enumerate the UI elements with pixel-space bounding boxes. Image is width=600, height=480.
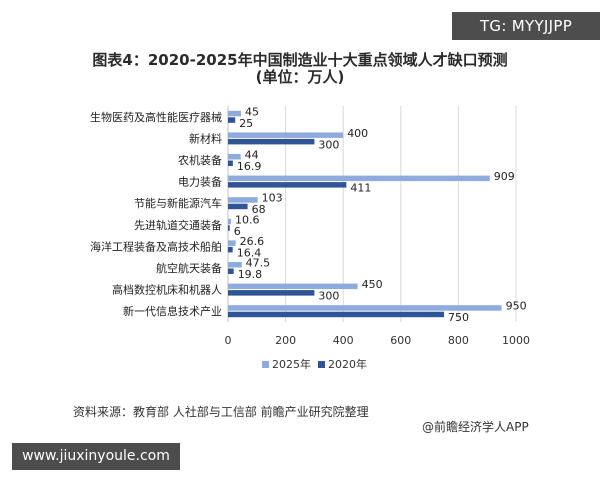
bar-2025: [228, 283, 358, 290]
bar-2020: [228, 268, 234, 274]
bar-2020: [228, 225, 230, 231]
chart-subtitle: (单位：万人): [255, 68, 345, 86]
legend-label-2025: 2025年: [272, 357, 311, 371]
data-label-2025: 26.6: [240, 235, 265, 248]
bar-2020: [228, 290, 315, 296]
x-tick-label: 0: [225, 334, 232, 347]
bar-2025: [228, 154, 241, 160]
category-label: 新一代信息技术产业: [123, 304, 222, 318]
data-label-2020: 16.9: [237, 160, 261, 173]
category-label: 生物医药及高性能医疗器械: [90, 110, 222, 124]
bar-2020: [228, 138, 315, 145]
legend-swatch-2025: [262, 361, 269, 368]
category-label: 电力装备: [178, 175, 222, 189]
category-label: 节能与新能源汽车: [134, 196, 222, 210]
x-tick-label: 200: [275, 334, 296, 347]
data-label-2025: 44: [245, 149, 259, 162]
bar-2025: [228, 175, 490, 182]
data-label-2025: 909: [494, 170, 515, 183]
bar-2020: [228, 182, 347, 188]
category-label: 新材料: [189, 131, 222, 145]
data-label-2025: 10.6: [235, 213, 260, 226]
data-label-2020: 68: [252, 203, 266, 216]
bar-2020: [228, 311, 444, 318]
url-badge: www.jiuxinyoule.com: [12, 443, 180, 470]
x-tick-label: 400: [333, 334, 354, 347]
bar-2025: [228, 240, 236, 246]
data-label-2020: 411: [350, 182, 371, 195]
data-label-2025: 950: [506, 300, 527, 313]
category-label: 农机装备: [178, 153, 222, 167]
x-tick-label: 1000: [502, 334, 530, 347]
chart-title: 图表4：2020-2025年中国制造业十大重点领域人才缺口预测: [92, 51, 508, 69]
data-label-2020: 19.8: [238, 268, 263, 281]
data-label-2020: 6: [234, 225, 241, 238]
data-label-2020: 750: [448, 311, 469, 324]
bar-2020: [228, 160, 233, 166]
source-note: 资料来源：教育部 人社部与工信部 前瞻产业研究院整理: [73, 405, 369, 419]
legend-label-2020: 2020年: [328, 357, 367, 371]
category-label: 航空航天装备: [156, 261, 222, 275]
bar-2020: [228, 246, 233, 253]
x-tick-label: 600: [390, 334, 411, 347]
data-label-2020: 16.4: [237, 246, 262, 259]
bar-2025: [228, 262, 242, 268]
data-label-2020: 25: [239, 117, 253, 130]
watermark-badge: TG: MYYJJPP: [452, 12, 600, 40]
bar-2025: [228, 218, 232, 225]
bar-2020: [228, 117, 236, 123]
bar-2020: [228, 203, 248, 210]
category-label: 海洋工程装备及高技术船舶: [90, 239, 222, 253]
brand-note: @前瞻经济学人APP: [422, 420, 529, 434]
category-label: 高档数控机床和机器人: [112, 283, 222, 297]
bar-2025: [228, 305, 502, 311]
legend-swatch-2020: [318, 361, 325, 368]
data-label-2025: 450: [362, 278, 383, 291]
x-tick-label: 800: [448, 334, 469, 347]
bar-2025: [228, 132, 344, 138]
category-label: 先进轨道交通装备: [134, 218, 222, 232]
data-label-2020: 300: [318, 138, 339, 151]
data-label-2025: 400: [347, 127, 368, 140]
bar-2025: [228, 197, 258, 203]
data-label-2020: 300: [318, 290, 339, 303]
data-label-2025: 47.5: [246, 257, 271, 270]
data-label-2025: 103: [262, 192, 283, 205]
chart-title-block: 图表4：2020-2025年中国制造业十大重点领域人才缺口预测 (单位：万人): [62, 52, 538, 86]
data-label-2025: 45: [245, 105, 259, 118]
bar-2025: [228, 110, 241, 117]
